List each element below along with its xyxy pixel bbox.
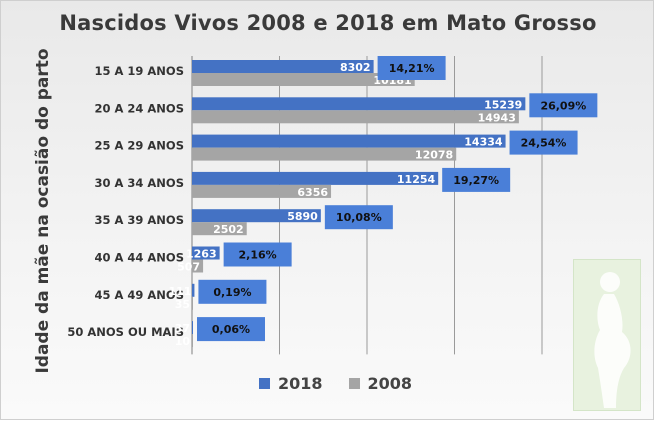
percent-callout-label: 24,54% xyxy=(521,137,567,150)
data-label-2008: 10 xyxy=(175,335,191,348)
category-label: 40 A 44 ANOS xyxy=(94,251,184,265)
percent-callout xyxy=(377,56,446,80)
percent-callout xyxy=(198,279,267,304)
legend-label-2008: 2008 xyxy=(367,374,413,393)
percent-callout-label: 2,16% xyxy=(239,249,277,262)
category-label: 20 A 24 ANOS xyxy=(94,101,184,115)
data-label-2018: 37 xyxy=(175,322,190,335)
data-label-2018: 1263 xyxy=(186,248,217,261)
pregnant-woman-icon xyxy=(573,259,641,411)
data-label-2018: 111 xyxy=(168,285,191,298)
legend-swatch-2008 xyxy=(348,378,360,389)
bar-2018 xyxy=(192,209,321,223)
data-label-2008: 2502 xyxy=(213,223,244,236)
data-label-2018: 5890 xyxy=(287,210,318,223)
bar-2018 xyxy=(192,171,439,185)
percent-callout xyxy=(442,167,511,192)
data-label-2018: 14334 xyxy=(464,136,503,149)
bar-2018 xyxy=(192,134,506,148)
data-label-2018: 11254 xyxy=(397,173,436,186)
category-label: 25 A 29 ANOS xyxy=(94,139,184,153)
bar-2018 xyxy=(192,283,195,297)
data-label-2008: 35 xyxy=(175,298,190,311)
legend-item-2008: 2008 xyxy=(348,374,413,393)
percent-callout xyxy=(197,317,265,342)
data-label-2008: 6356 xyxy=(297,186,328,199)
category-label: 45 A 49 ANOS xyxy=(94,288,184,302)
bar-2008 xyxy=(192,147,457,161)
data-label-2018: 15239 xyxy=(484,98,522,111)
category-label: 15 A 19 ANOS xyxy=(94,64,184,78)
category-label: 50 ANOS OU MAIS xyxy=(67,325,184,339)
bar-2018 xyxy=(192,60,374,73)
legend: 2018 2008 xyxy=(259,374,438,393)
percent-callout xyxy=(509,130,578,155)
category-label: 30 A 34 ANOS xyxy=(94,176,184,190)
data-label-2008: 12078 xyxy=(415,149,453,162)
percent-callout-label: 14,21% xyxy=(389,62,435,75)
bar-2008 xyxy=(192,110,519,124)
legend-item-2018: 2018 xyxy=(259,374,323,393)
data-label-2008: 14943 xyxy=(478,111,516,124)
bar-2008 xyxy=(192,184,332,198)
data-label-2008: 507 xyxy=(177,261,200,274)
bar-2018 xyxy=(192,246,220,260)
bar-2018 xyxy=(192,97,526,111)
bar-2008 xyxy=(192,334,193,348)
data-label-2018: 8302 xyxy=(340,61,371,74)
bar-2018 xyxy=(192,321,193,335)
percent-callout-label: 26,09% xyxy=(540,99,586,112)
legend-label-2018: 2018 xyxy=(278,374,323,393)
bar-2008 xyxy=(192,296,193,310)
bar-2008 xyxy=(192,73,415,86)
percent-callout xyxy=(324,205,393,230)
percent-callout-label: 0,19% xyxy=(213,286,251,299)
percent-callout xyxy=(529,93,598,118)
percent-callout-label: 0,06% xyxy=(212,323,250,336)
percent-callout xyxy=(223,242,292,267)
chart-title: Nascidos Vivos 2008 e 2018 em Mato Gross… xyxy=(59,11,597,35)
category-label: 35 A 39 ANOS xyxy=(94,213,184,227)
percent-callout-label: 10,08% xyxy=(336,211,382,224)
legend-swatch-2018 xyxy=(259,378,270,389)
bar-2008 xyxy=(192,259,204,273)
bar-2008 xyxy=(192,222,247,236)
percent-callout-label: 19,27% xyxy=(453,174,499,187)
